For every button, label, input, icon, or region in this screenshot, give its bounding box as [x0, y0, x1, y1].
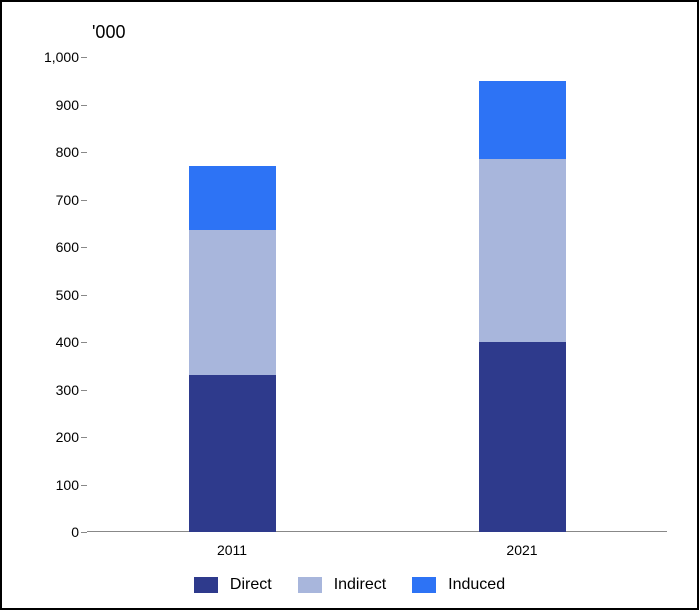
y-tick-label: 800: [19, 144, 79, 160]
y-tick: [81, 485, 87, 486]
y-axis-title: '000: [92, 22, 125, 43]
legend: Direct Indirect Induced: [2, 576, 697, 594]
legend-label: Induced: [448, 576, 505, 594]
legend-swatch: [412, 577, 436, 593]
chart-frame: '000 01002003004005006007008009001,00020…: [0, 0, 699, 610]
x-tick-label: 2011: [217, 542, 247, 558]
y-tick: [81, 295, 87, 296]
y-tick: [81, 532, 87, 533]
y-tick: [81, 247, 87, 248]
bar-segment: [479, 81, 566, 159]
y-tick: [81, 200, 87, 201]
y-tick-label: 900: [19, 97, 79, 113]
bar-segment: [189, 375, 276, 532]
y-tick-label: 500: [19, 287, 79, 303]
y-tick-label: 400: [19, 334, 79, 350]
y-tick-label: 1,000: [19, 49, 79, 65]
plot-area: 01002003004005006007008009001,0002011202…: [87, 57, 667, 532]
legend-label: Direct: [230, 576, 272, 594]
y-tick: [81, 390, 87, 391]
y-tick-label: 200: [19, 429, 79, 445]
y-tick: [81, 342, 87, 343]
y-tick: [81, 437, 87, 438]
y-tick-label: 100: [19, 477, 79, 493]
y-tick: [81, 152, 87, 153]
legend-swatch: [194, 577, 218, 593]
legend-item: Indirect: [298, 576, 386, 594]
y-tick-label: 600: [19, 239, 79, 255]
legend-item: Direct: [194, 576, 272, 594]
y-tick-label: 300: [19, 382, 79, 398]
y-tick: [81, 105, 87, 106]
bar-segment: [479, 159, 566, 342]
y-tick-label: 700: [19, 192, 79, 208]
legend-swatch: [298, 577, 322, 593]
legend-item: Induced: [412, 576, 505, 594]
y-tick-label: 0: [19, 524, 79, 540]
bar-segment: [189, 166, 276, 230]
y-tick: [81, 57, 87, 58]
bar-segment: [189, 230, 276, 375]
bar-segment: [479, 342, 566, 532]
legend-label: Indirect: [334, 576, 386, 594]
x-tick-label: 2021: [506, 542, 537, 558]
